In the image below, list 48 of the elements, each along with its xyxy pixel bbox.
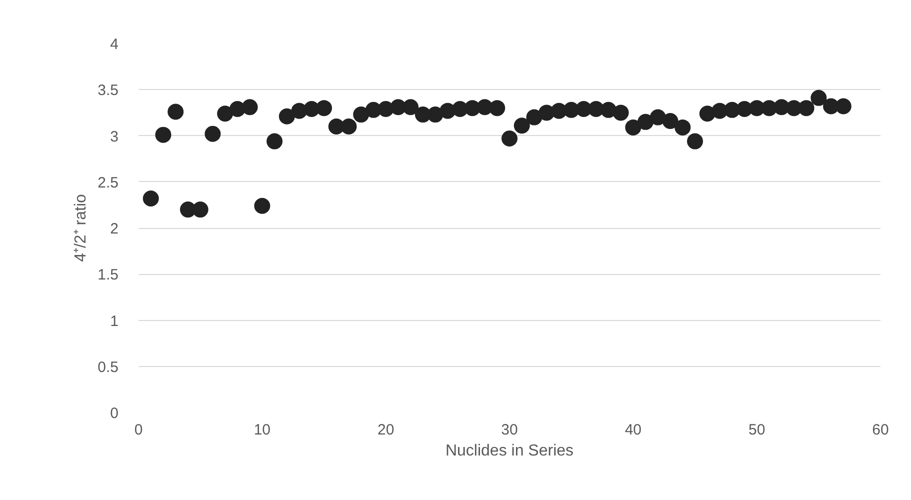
point xyxy=(489,100,506,116)
point xyxy=(427,106,444,123)
point xyxy=(650,109,666,126)
point xyxy=(402,99,419,116)
point xyxy=(835,98,852,114)
x-axis-title: Nuclides in Series xyxy=(445,442,574,460)
point xyxy=(254,198,270,214)
point xyxy=(502,130,518,147)
y-tick-label: 1 xyxy=(110,312,118,330)
point xyxy=(526,109,542,126)
y-tick-label: 3 xyxy=(110,128,118,146)
x-tick-label: 10 xyxy=(254,422,271,438)
point xyxy=(155,126,172,143)
x-tick-label: 50 xyxy=(748,422,766,438)
point xyxy=(612,104,629,121)
y-tick-label: 2 xyxy=(110,220,118,238)
point xyxy=(600,102,616,118)
point xyxy=(168,104,184,120)
point xyxy=(242,99,258,116)
y-tick-label: 0 xyxy=(110,405,118,422)
point xyxy=(798,100,814,116)
point xyxy=(514,118,530,134)
point xyxy=(687,133,703,150)
point xyxy=(810,90,827,106)
point xyxy=(316,100,332,116)
point xyxy=(340,118,357,135)
point xyxy=(638,114,654,130)
point xyxy=(204,126,221,142)
x-tick-label: 60 xyxy=(872,422,889,438)
y-tick-label: 0.5 xyxy=(98,358,119,376)
y-tick-label: 2.5 xyxy=(98,174,119,192)
x-tick-label: 0 xyxy=(134,422,143,438)
x-tick-label: 30 xyxy=(501,422,518,438)
x-tick-label: 20 xyxy=(377,422,394,438)
y-tick-label: 3.5 xyxy=(98,82,119,100)
point xyxy=(625,119,642,136)
point xyxy=(662,113,678,129)
y-tick-label: 1.5 xyxy=(98,266,119,284)
point xyxy=(217,106,234,122)
x-tick-label: 40 xyxy=(624,422,642,438)
point xyxy=(142,190,159,206)
point xyxy=(674,119,691,136)
point xyxy=(278,108,295,124)
point xyxy=(192,202,208,218)
point xyxy=(266,133,283,150)
y-axis-title: 4⁺/2⁺ ratio xyxy=(72,194,90,262)
point xyxy=(353,106,370,123)
y-tick-label: 4 xyxy=(110,36,118,53)
